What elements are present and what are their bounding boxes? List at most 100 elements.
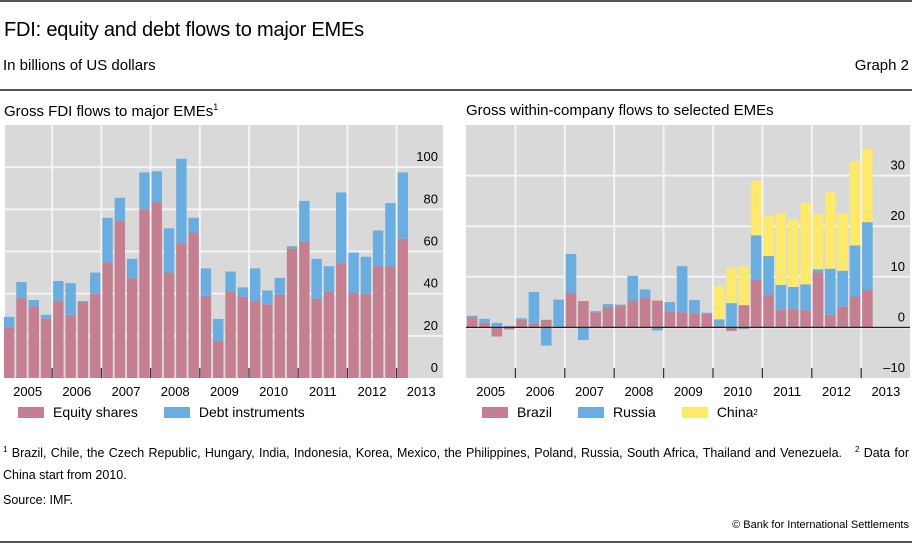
right-bar-russia bbox=[862, 222, 873, 290]
left-bar-equity bbox=[397, 238, 408, 378]
left-bar-debt bbox=[139, 172, 150, 210]
right-x-tick-label: 2006 bbox=[526, 384, 555, 399]
left-bar-equity bbox=[16, 297, 27, 378]
left-bar-equity bbox=[237, 296, 249, 378]
legend-label-russia: Russia bbox=[613, 404, 656, 420]
left-bar-debt bbox=[397, 172, 408, 239]
right-y-tick-label: –10 bbox=[883, 360, 905, 375]
right-bar-russia bbox=[479, 318, 490, 323]
right-bar-brazil bbox=[775, 309, 787, 328]
left-bar-equity bbox=[200, 295, 212, 378]
right-bar-china bbox=[837, 213, 848, 271]
right-x-tick-label: 2009 bbox=[674, 384, 703, 399]
right-bar-brazil bbox=[627, 300, 639, 328]
left-bar-debt bbox=[262, 290, 273, 305]
right-bar-russia bbox=[787, 286, 799, 309]
right-bar-brazil bbox=[479, 322, 490, 328]
right-bar-russia bbox=[763, 256, 774, 296]
right-bar-russia bbox=[750, 235, 762, 280]
right-bar-brazil bbox=[615, 305, 626, 328]
footnote-1-marker: 1 bbox=[3, 445, 8, 454]
left-bar-debt bbox=[65, 283, 76, 315]
left-bar-debt bbox=[163, 228, 175, 273]
right-x-tick-label: 2013 bbox=[871, 384, 900, 399]
left-bar-debt bbox=[77, 301, 89, 303]
right-bar-russia bbox=[491, 322, 503, 328]
graph-number: Graph 2 bbox=[854, 57, 909, 74]
right-bar-russia bbox=[713, 319, 725, 326]
left-bar-equity bbox=[348, 292, 359, 378]
right-bar-russia bbox=[837, 270, 848, 307]
right-bar-russia bbox=[775, 284, 787, 310]
right-plot-background bbox=[466, 125, 910, 378]
right-bar-china bbox=[787, 219, 799, 287]
right-bar-brazil bbox=[750, 279, 762, 328]
right-bar-brazil bbox=[466, 317, 478, 328]
right-bar-china bbox=[738, 266, 750, 306]
left-bar-equity bbox=[90, 293, 101, 378]
left-bar-equity bbox=[139, 209, 150, 378]
right-x-tick-label: 2007 bbox=[575, 384, 604, 399]
left-bar-equity bbox=[102, 262, 113, 378]
right-bar-russia bbox=[701, 312, 713, 314]
left-y-tick-label: 20 bbox=[424, 318, 438, 333]
left-bar-equity bbox=[114, 220, 126, 378]
left-y-tick-label: 0 bbox=[431, 360, 438, 375]
right-bar-brazil bbox=[590, 312, 601, 328]
right-bar-russia bbox=[676, 266, 688, 313]
left-bar-equity bbox=[176, 243, 187, 378]
right-bar-china bbox=[750, 180, 762, 236]
right-bar-russia bbox=[528, 291, 540, 324]
right-bar-brazil bbox=[491, 327, 503, 337]
legend-swatch-china bbox=[681, 406, 708, 418]
right-bar-brazil bbox=[664, 311, 676, 328]
left-y-tick-label: 80 bbox=[424, 191, 438, 206]
right-bar-brazil bbox=[602, 307, 614, 328]
right-y-tick-label: 0 bbox=[898, 309, 905, 324]
right-bar-brazil bbox=[689, 313, 700, 328]
right-bar-russia bbox=[689, 300, 700, 314]
left-bar-equity bbox=[323, 291, 335, 378]
right-x-tick-label: 2010 bbox=[723, 384, 752, 399]
left-bar-equity bbox=[213, 341, 224, 378]
right-bar-brazil bbox=[516, 319, 527, 328]
right-bar-china bbox=[825, 191, 836, 269]
left-bar-debt bbox=[385, 203, 396, 267]
right-bar-china bbox=[726, 267, 737, 304]
right-bar-brazil bbox=[837, 306, 848, 328]
left-x-tick-label: 2006 bbox=[62, 384, 91, 399]
left-bar-debt bbox=[249, 268, 261, 302]
left-bar-debt bbox=[16, 282, 27, 298]
left-bar-debt bbox=[348, 252, 359, 293]
left-x-tick-label: 2007 bbox=[112, 384, 141, 399]
left-bar-debt bbox=[90, 272, 101, 294]
left-bar-equity bbox=[286, 248, 298, 378]
right-x-tick-label: 2005 bbox=[476, 384, 505, 399]
right-legend: Brazil Russia China 2 bbox=[482, 404, 780, 420]
left-x-tick-label: 2009 bbox=[210, 384, 239, 399]
right-bar-russia bbox=[664, 302, 676, 312]
legend-item-china: China 2 bbox=[681, 404, 758, 420]
legend-swatch-debt bbox=[163, 406, 190, 418]
left-bar-debt bbox=[372, 230, 384, 267]
footnote-2-marker: 2 bbox=[854, 445, 860, 454]
left-bar-equity bbox=[28, 306, 39, 378]
footnote-2-text: Data for China start from 2010. bbox=[3, 446, 909, 483]
right-bar-brazil bbox=[503, 327, 515, 330]
left-x-tick-label: 2013 bbox=[407, 384, 436, 399]
left-x-tick-label: 2005 bbox=[13, 384, 42, 399]
right-bar-brazil bbox=[787, 308, 799, 328]
right-bar-russia bbox=[578, 327, 589, 341]
right-bar-russia bbox=[540, 327, 552, 346]
bottom-rule bbox=[0, 541, 912, 543]
right-panel-title-text: Gross within-company flows to selected E… bbox=[466, 102, 774, 119]
right-x-tick-label: 2012 bbox=[822, 384, 851, 399]
graph-title: FDI: equity and debt flows to major EMEs bbox=[4, 19, 364, 41]
legend-item-brazil: Brazil bbox=[482, 404, 552, 420]
right-bar-brazil bbox=[578, 301, 589, 328]
right-bar-china bbox=[800, 202, 811, 285]
right-bar-china bbox=[763, 215, 774, 257]
legend-swatch-equity bbox=[18, 406, 44, 418]
right-bar-russia bbox=[516, 318, 527, 320]
